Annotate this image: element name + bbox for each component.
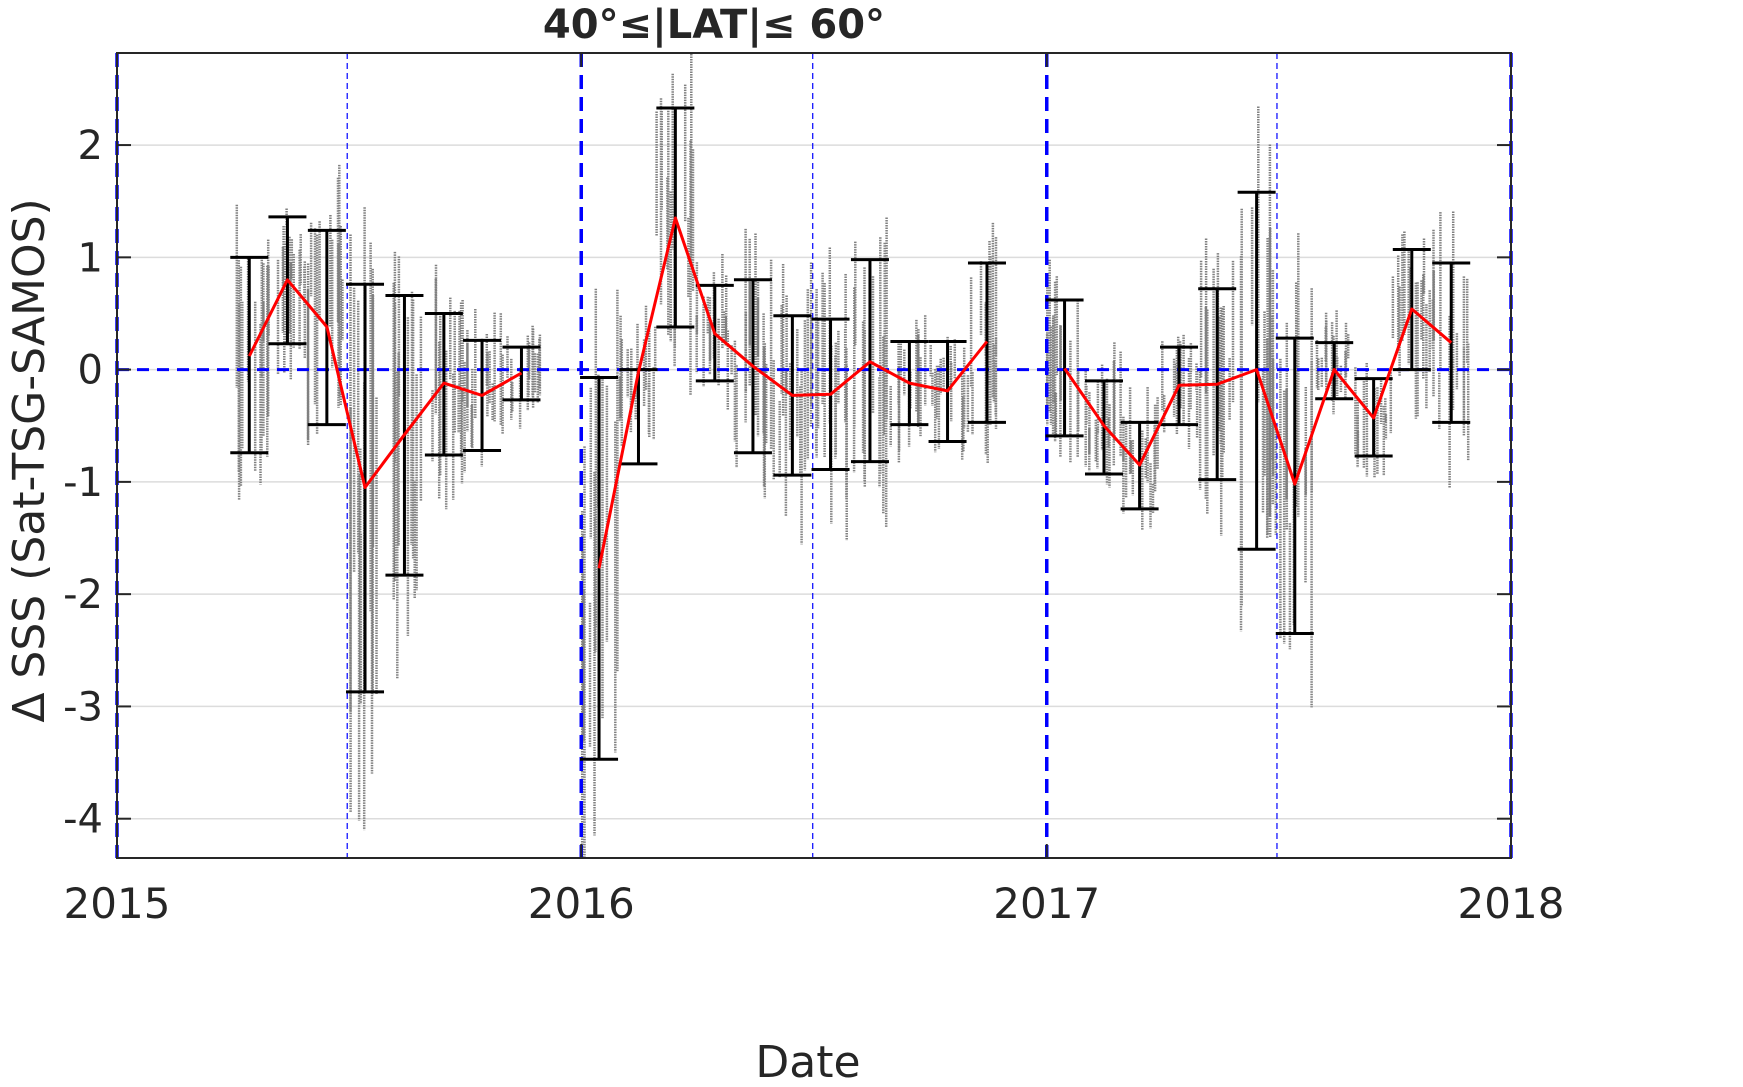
- scatter-cluster: [349, 207, 378, 831]
- scatter-cluster: [852, 217, 888, 527]
- chart-title: 40°≤|LAT|≤ 60°: [543, 2, 885, 49]
- scatter-cluster: [1198, 238, 1235, 536]
- scatter-cluster: [966, 222, 998, 464]
- scatter-cluster: [1431, 211, 1470, 489]
- scatter-points: [235, 54, 1470, 857]
- scatter-cluster: [306, 164, 344, 446]
- error-bar: [1045, 298, 1084, 438]
- x-tick-label: 2015: [64, 879, 171, 928]
- y-tick-label: -4: [63, 797, 103, 843]
- mean-line: [247, 278, 523, 489]
- x-tick-label: 2018: [1458, 879, 1565, 928]
- mean-line: [1063, 307, 1453, 486]
- error-bar: [580, 375, 619, 761]
- plot-frame: [116, 52, 1512, 859]
- scatter-cluster: [501, 325, 542, 435]
- axis-ticks: -4 -3 -2 -1 0 1 2 2015 2016 2017 2018: [63, 53, 1564, 928]
- error-bar: [619, 368, 658, 466]
- y-tick-label: -2: [63, 572, 103, 618]
- mean-line: [597, 216, 989, 569]
- scatter-cluster: [618, 305, 657, 446]
- y-tick-label: 2: [78, 123, 103, 169]
- scatter-cluster: [1084, 342, 1122, 488]
- y-axis-label: Δ SSS (Sat-TSG-SAMOS): [4, 198, 55, 722]
- x-axis-label: Date: [755, 1037, 860, 1087]
- reference-lines: [115, 53, 1513, 858]
- scatter-cluster: [392, 251, 423, 679]
- x-tick-label: 2016: [528, 879, 635, 928]
- x-tick-label: 2017: [993, 879, 1100, 928]
- scatter-cluster: [1045, 259, 1080, 463]
- y-tick-label: -3: [63, 684, 103, 730]
- y-tick-label: 0: [78, 348, 103, 394]
- mean-line-group: [247, 216, 1453, 569]
- scatter-cluster: [772, 262, 813, 545]
- scatter-cluster: [929, 336, 966, 460]
- error-bar: [1275, 336, 1314, 635]
- y-tick-label: -1: [63, 460, 103, 506]
- y-tick-label: 1: [78, 235, 103, 281]
- scatter-cluster: [431, 264, 464, 510]
